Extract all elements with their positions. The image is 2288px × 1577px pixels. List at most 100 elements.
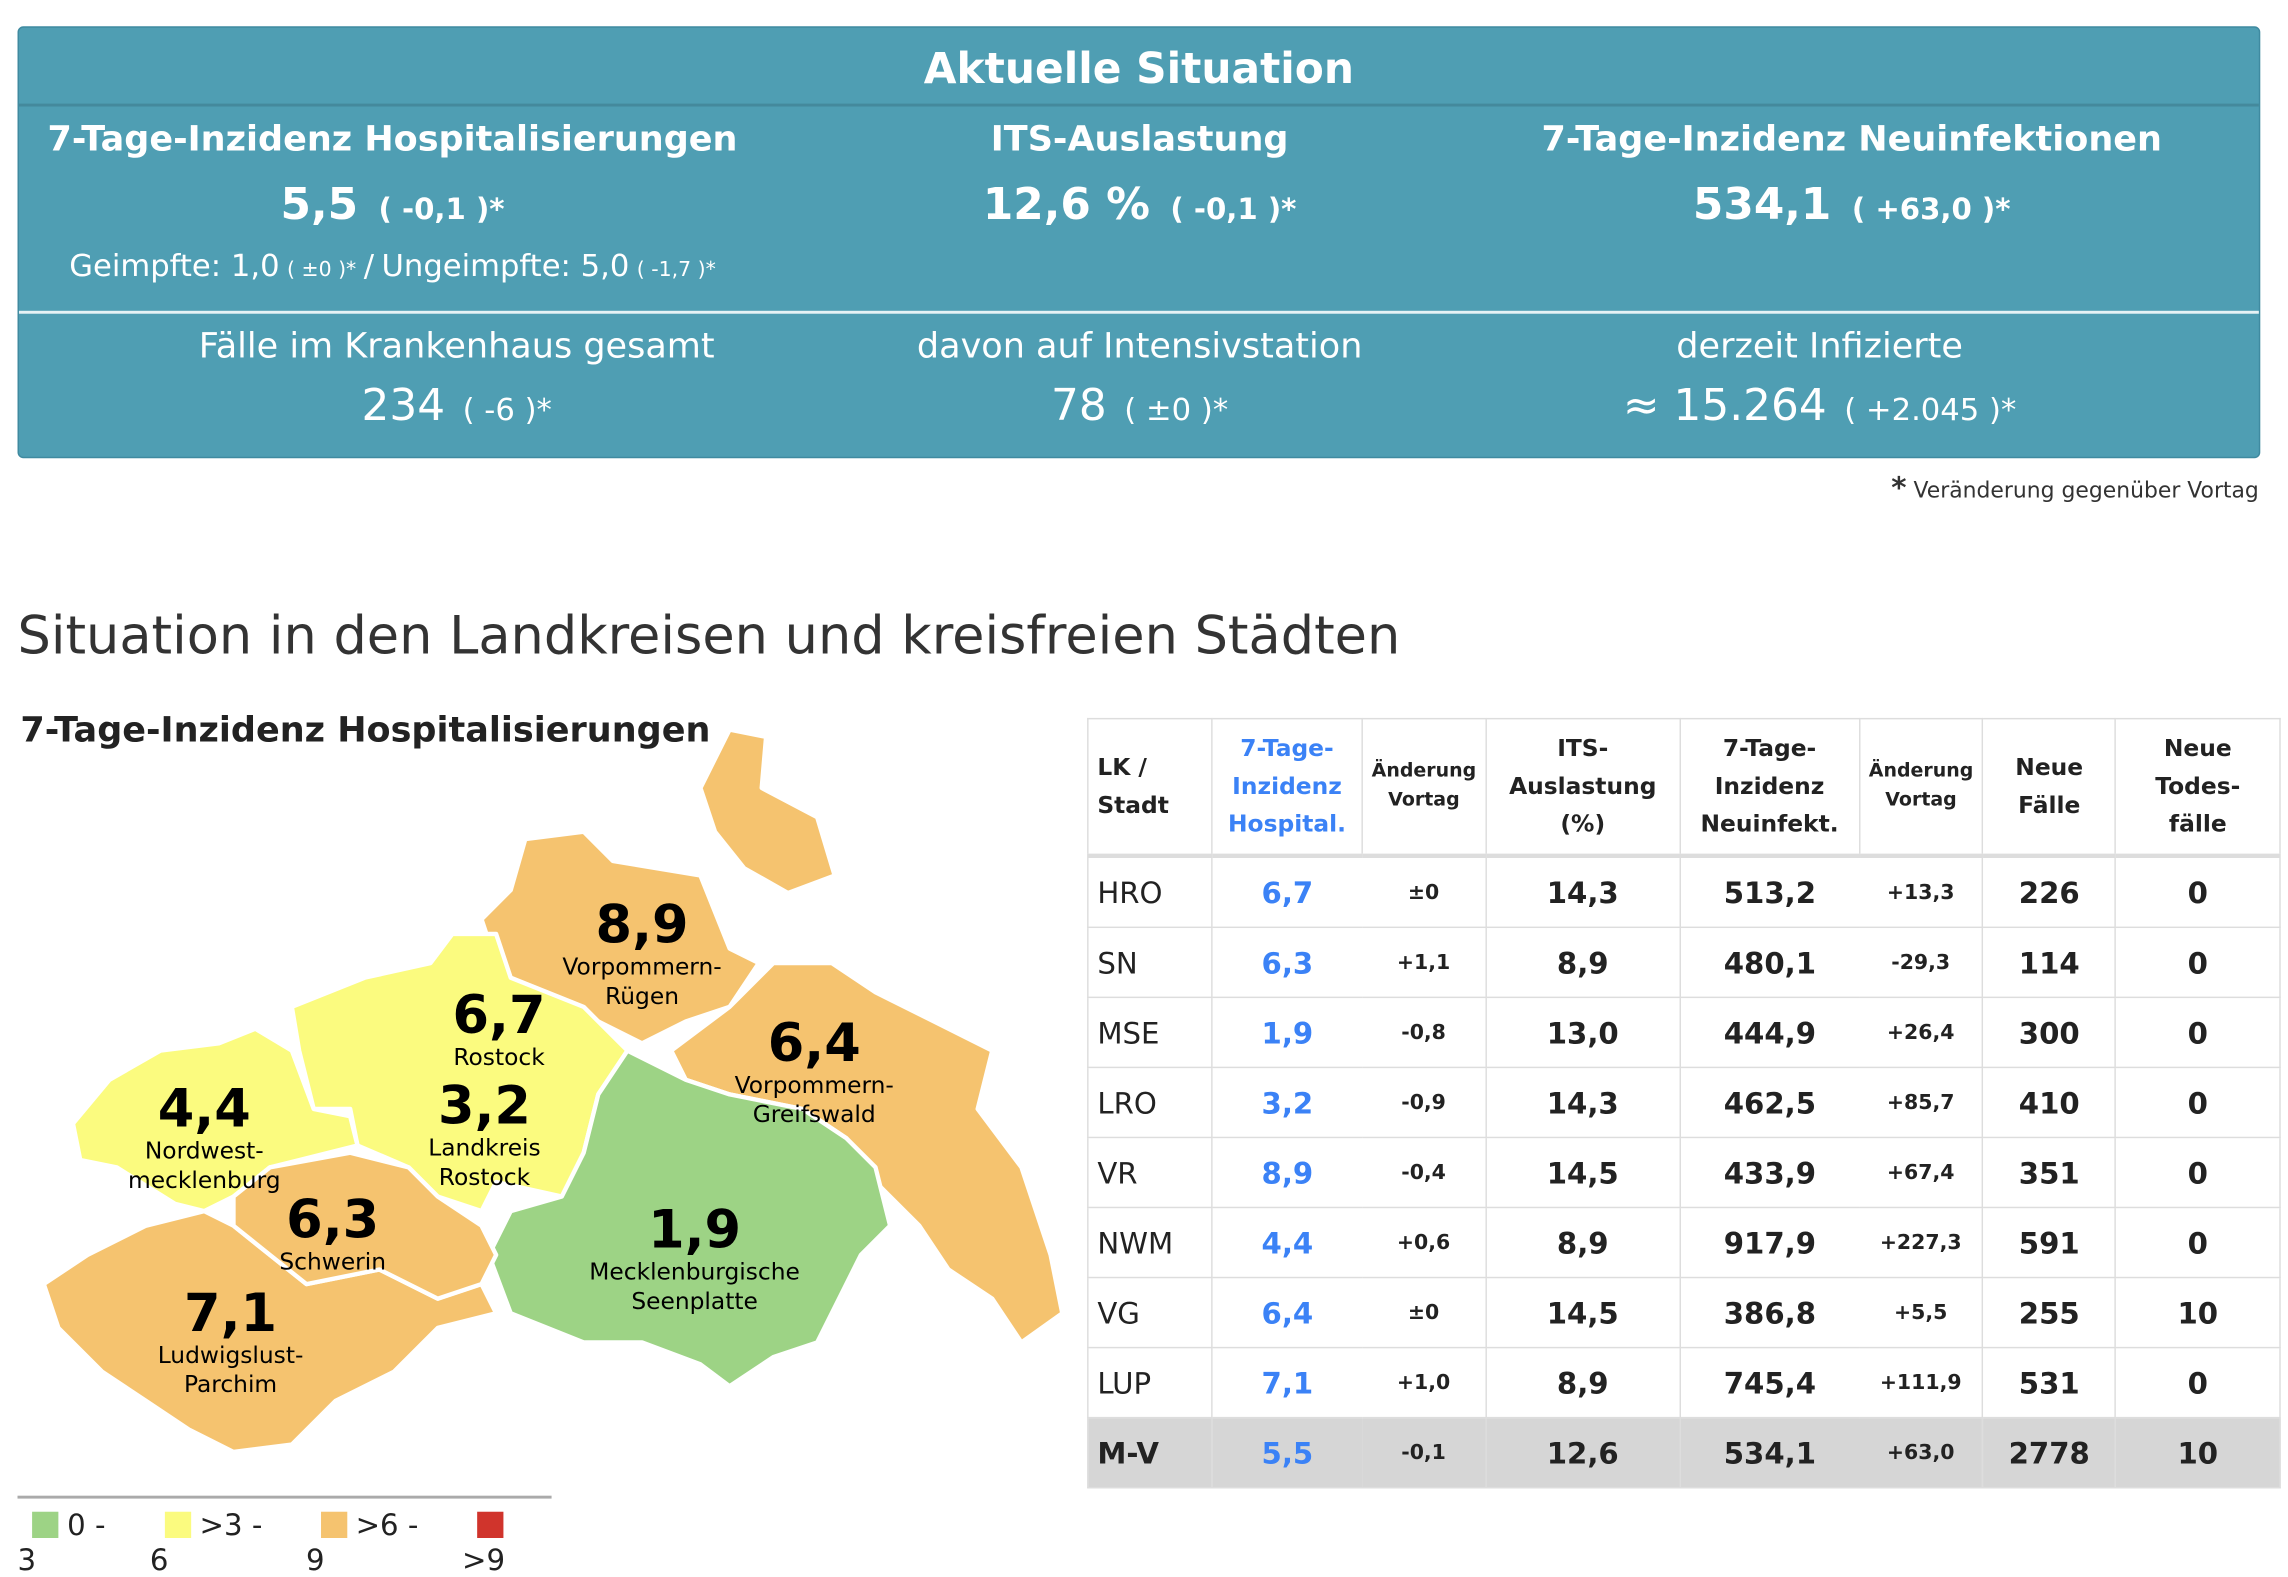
map-title: 7-Tage-Inzidenz Hospitalisierungen [20,709,711,751]
table-cell: 0 [2114,1346,2281,1419]
vaccinated-value: Geimpfte: 1,0 [69,248,280,284]
table-cell: 5,5 [1211,1416,1363,1489]
table-cell: 14,3 [1484,855,1681,929]
hospital-total-change: ( -6 )* [462,392,552,428]
table-cell: 410 [1982,1066,2117,1139]
table-cell: LUP [1087,1346,1213,1419]
divider [18,310,2259,314]
table-cell: 917,9 [1679,1206,1860,1279]
table-cell: 386,8 [1679,1276,1860,1349]
region-name: Mecklenburgische [589,1258,800,1286]
separator: / [363,248,375,284]
region-sn[interactable] [231,1150,499,1301]
col-cases: Neue Fälle [1982,717,2117,859]
table-cell: 114 [1982,926,2117,999]
region-name: Rügen [605,982,679,1010]
table-cell: 8,9 [1484,1346,1681,1419]
icu-value: 78 [1051,380,1107,432]
region-name: Vorpommern- [735,1071,894,1099]
region-name: mecklenburg [128,1166,281,1194]
table-cell: NWM [1087,1206,1213,1279]
table-cell: 8,9 [1211,1136,1363,1209]
table-cell: 14,3 [1484,1066,1681,1139]
inf-label: 7-Tage-Inzidenz Neuinfektionen [1541,118,2162,160]
table-cell: 745,4 [1679,1346,1860,1419]
table-cell: 433,9 [1679,1136,1860,1209]
inf-change: ( +63,0 )* [1851,191,2011,227]
region-rugen-island[interactable] [698,727,837,896]
table-cell: 513,2 [1679,855,1860,929]
table-cell: VG [1087,1276,1213,1349]
table-cell: 12,6 [1484,1416,1681,1489]
table-cell: 462,5 [1679,1066,1860,1139]
table-cell: +1,0 [1362,1346,1487,1419]
icu-change: ( ±0 )* [1124,392,1229,428]
table-cell: M-V [1087,1416,1213,1489]
table-cell: MSE [1087,996,1213,1069]
table-cell: +13,3 [1859,855,1984,929]
region-value: 7,1 [184,1283,277,1344]
table-cell: 226 [1982,855,2117,929]
table-cell: +227,3 [1859,1206,1984,1279]
table-cell: -0,1 [1362,1416,1487,1489]
table-cell: +63,0 [1859,1416,1984,1489]
icu: davon auf Intensivstation 78 ( ±0 )* [766,325,1513,432]
its-utilization: ITS-Auslastung 12,6 % ( -0,1 )* [766,118,1513,230]
table-cell: LRO [1087,1066,1213,1139]
legend-label: 0 - 3 [17,1507,106,1577]
table-cell: 8,9 [1484,1206,1681,1279]
district-map: 8,9Vorpommern-Rügen6,7Rostock3,2Landkrei… [41,727,1065,1455]
table-cell: 480,1 [1679,926,1860,999]
table-row: VR 8,9 -0,4 14,5 433,9 +67,4 351 0 [1087,1136,2281,1209]
table-row: SN 6,3 +1,1 8,9 480,1 -29,3 114 0 [1087,926,2281,999]
table-cell: +26,4 [1859,996,1984,1069]
region-value: 8,9 [596,895,689,956]
table-cell: 444,9 [1679,996,1860,1069]
icu-label: davon auf Intensivstation [916,325,1363,367]
table-cell: +5,5 [1859,1276,1984,1349]
region-nwm[interactable] [70,1026,360,1214]
region-name: Rostock [439,1163,531,1191]
table-cell: +1,1 [1362,926,1487,999]
table-cell: +67,4 [1859,1136,1984,1209]
footnote-star: * [1891,469,1907,505]
legend-swatch [320,1511,347,1538]
table-cell: 13,0 [1484,996,1681,1069]
table-cell: 1,9 [1211,996,1363,1069]
section-title: Situation in den Landkreisen und kreisfr… [17,607,1401,667]
legend-item: >9 [462,1507,552,1577]
col-chg2: Änderung Vortag [1858,717,1984,859]
legend-label: >9 [462,1542,506,1577]
footnote: * Veränderung gegenüber Vortag [1891,470,2259,505]
infected-value: ≈ 15.264 [1622,380,1827,432]
region-value: 6,7 [453,985,546,1046]
table-cell: -0,4 [1362,1136,1487,1209]
table-row: LUP 7,1 +1,0 8,9 745,4 +111,9 531 0 [1087,1346,2281,1419]
region-value: 3,2 [438,1076,531,1137]
table-cell: 0 [2114,996,2281,1069]
total-row: M-V 5,5 -0,1 12,6 534,1 +63,0 2778 10 [1087,1416,2281,1489]
table-cell: 7,1 [1211,1346,1363,1419]
col-inf: 7-Tage- Inzidenz Neuinfekt. [1679,717,1861,859]
region-mse[interactable] [486,1048,893,1389]
table-cell: 6,7 [1211,855,1363,929]
region-value: 4,4 [158,1079,251,1140]
region-name: Seenplatte [631,1287,758,1315]
table-cell: ±0 [1362,1276,1487,1349]
hospital-total-label: Fälle im Krankenhaus gesamt [198,325,715,367]
inf-value: 534,1 [1692,179,1832,231]
unvaccinated-value: Ungeimpfte: 5,0 [381,248,630,284]
footnote-text: Veränderung gegenüber Vortag [1913,477,2259,504]
table-cell: 300 [1982,996,2117,1069]
table-cell: ±0 [1362,855,1487,929]
table-cell: -0,8 [1362,996,1487,1069]
legend-swatch [32,1511,59,1538]
vaccinated-change: ( ±0 )* [287,258,357,282]
table-cell: VR [1087,1136,1213,1209]
district-table: LK / Stadt 7-Tage- Inzidenz Hospital. Än… [1087,717,2281,1489]
region-value: 6,4 [768,1013,861,1074]
table-cell: 0 [2114,1206,2281,1279]
hosp-incidence: 7-Tage-Inzidenz Hospitalisierungen 5,5 ( … [19,118,766,283]
current-situation-panel: Aktuelle Situation 7-Tage-Inzidenz Hospi… [17,26,2261,459]
col-lk: LK / Stadt [1087,717,1213,859]
